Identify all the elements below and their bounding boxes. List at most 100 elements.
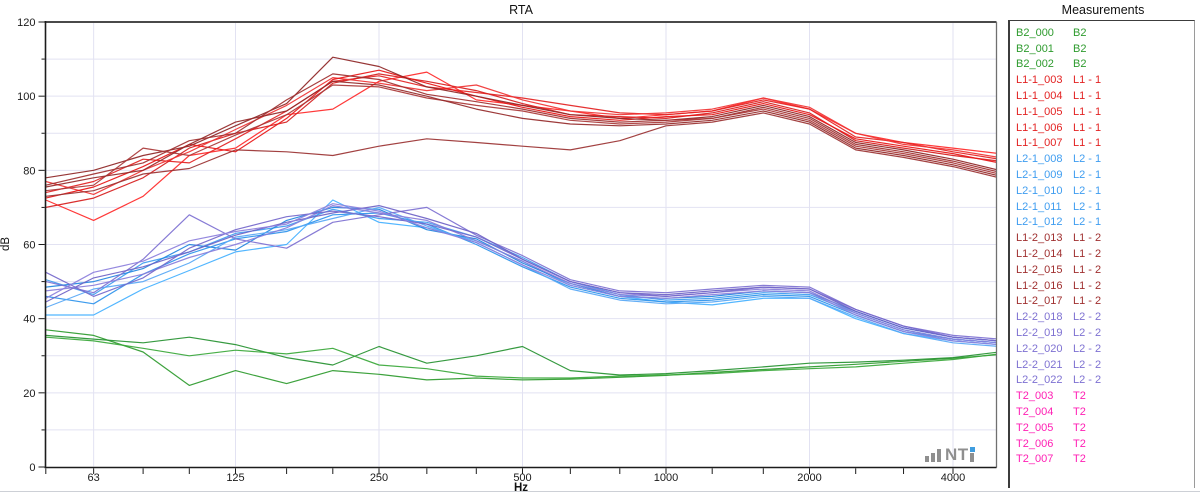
legend-item-group: L1 - 2	[1073, 248, 1102, 261]
x-tick-label: 1000	[654, 472, 678, 484]
legend-item-name: L1-2_013	[1016, 232, 1063, 245]
legend-item-group: B2	[1073, 42, 1087, 55]
legend-item-L1-1_004[interactable]: L1-1_004 L1 - 1	[1010, 88, 1194, 104]
y-tick-label: 0	[29, 462, 35, 474]
legend-item-name: L2-2_022	[1016, 374, 1063, 387]
legend-item-name: L2-1_009	[1016, 169, 1063, 182]
legend-item-name: L1-2_017	[1016, 295, 1063, 308]
legend-item-name: T2_007	[1016, 453, 1054, 466]
legend-item-group: L2 - 1	[1073, 184, 1102, 197]
legend-item-group: L1 - 2	[1073, 232, 1102, 245]
legend-item-B2_001[interactable]: B2_001 B2	[1010, 41, 1194, 57]
rta-plot: 0 20 40 60 80 100 120 63 125 250 500 1000 2000 4000	[17, 17, 998, 484]
legend-item-name: L1-1_005	[1016, 105, 1063, 118]
legend-item-T2_003[interactable]: T2_003 T2	[1010, 388, 1194, 404]
measurements-header: Measurements	[1061, 3, 1145, 17]
nti-logo: NT	[925, 442, 975, 464]
legend-item-group: L1 - 1	[1073, 105, 1102, 118]
x-tick-label: 2000	[797, 472, 821, 484]
legend-item-L1-1_007[interactable]: L1-1_007 L1 - 1	[1010, 136, 1194, 152]
curve-L1-2_014	[45, 73, 997, 186]
y-tick-label: 100	[17, 91, 35, 103]
legend-item-name: L1-2_014	[1016, 248, 1063, 261]
logo-bar-icon	[937, 449, 941, 462]
legend-item-L2-1_008[interactable]: L2-1_008 L2 - 1	[1010, 151, 1194, 167]
legend-item-L1-1_006[interactable]: L1-1_006 L1 - 1	[1010, 120, 1194, 136]
legend-item-L1-2_017[interactable]: L1-2_017 L1 - 2	[1010, 294, 1194, 310]
y-tick-label: 60	[23, 240, 35, 252]
legend-item-group: T2	[1073, 390, 1086, 403]
legend-item-group: L2 - 1	[1073, 216, 1102, 229]
legend-item-group: L2 - 1	[1073, 153, 1102, 166]
legend-item-group: B2	[1073, 58, 1087, 71]
legend-item-name: L1-2_016	[1016, 279, 1063, 292]
legend-item-L2-1_010[interactable]: L2-1_010 L2 - 1	[1010, 183, 1194, 199]
logo-i-stem	[970, 453, 975, 462]
curve-L2-2_022	[45, 203, 997, 345]
legend-item-name: L1-1_004	[1016, 90, 1063, 103]
legend-item-L2-2_019[interactable]: L2-2_019 L2 - 2	[1010, 325, 1194, 341]
legend-item-L1-2_015[interactable]: L1-2_015 L1 - 2	[1010, 262, 1194, 278]
legend-item-group: L2 - 1	[1073, 169, 1102, 182]
y-tick-label: 20	[23, 388, 35, 400]
legend-item-group: L1 - 1	[1073, 74, 1102, 87]
legend-item-group: L1 - 1	[1073, 137, 1102, 150]
legend-item-L1-2_014[interactable]: L1-2_014 L1 - 2	[1010, 246, 1194, 262]
legend-item-name: L2-2_020	[1016, 342, 1063, 355]
x-tick-label: 125	[226, 472, 244, 484]
curve-B2_000	[45, 329, 997, 386]
legend-item-L2-1_009[interactable]: L2-1_009 L2 - 1	[1010, 167, 1194, 183]
legend-item-group: L2 - 2	[1073, 374, 1102, 387]
legend-item-group: T2	[1073, 421, 1086, 434]
legend-item-group: L2 - 2	[1073, 311, 1102, 324]
legend-item-L2-1_012[interactable]: L2-1_012 L2 - 1	[1010, 215, 1194, 231]
legend-item-name: L2-1_010	[1016, 184, 1063, 197]
curve-L2-1_009	[45, 212, 997, 344]
legend-item-T2_006[interactable]: T2_006 T2	[1010, 436, 1194, 452]
legend-item-L2-2_021[interactable]: L2-2_021 L2 - 2	[1010, 357, 1194, 373]
legend-item-L2-2_018[interactable]: L2-2_018 L2 - 2	[1010, 309, 1194, 325]
legend-item-name: L2-2_021	[1016, 358, 1063, 371]
curve-L2-2_021	[45, 210, 997, 342]
legend-item-T2_005[interactable]: T2_005 T2	[1010, 420, 1194, 436]
legend-item-name: L2-2_019	[1016, 327, 1063, 340]
legend-item-L2-2_022[interactable]: L2-2_022 L2 - 2	[1010, 373, 1194, 389]
legend-item-T2_004[interactable]: T2_004 T2	[1010, 404, 1194, 420]
x-tick-label: 4000	[941, 472, 965, 484]
curve-L1-2_017	[45, 112, 997, 197]
curve-L1-1_006	[45, 76, 997, 195]
curve-L1-2_016	[45, 80, 997, 188]
legend-item-name: L2-1_012	[1016, 216, 1063, 229]
legend-item-L1-2_016[interactable]: L1-2_016 L1 - 2	[1010, 278, 1194, 294]
curve-B2_001	[45, 334, 997, 376]
legend-item-name: L2-1_011	[1016, 200, 1062, 213]
legend-item-name: B2_001	[1016, 42, 1054, 55]
legend-item-name: L2-2_018	[1016, 311, 1063, 324]
legend-item-group: B2	[1073, 26, 1087, 39]
chart-title: RTA	[509, 3, 533, 17]
legend-item-name: L1-2_015	[1016, 263, 1063, 276]
legend-item-L1-1_003[interactable]: L1-1_003 L1 - 1	[1010, 72, 1194, 88]
legend-item-L1-2_013[interactable]: L1-2_013 L1 - 2	[1010, 230, 1194, 246]
legend-item-B2_002[interactable]: B2_002 B2	[1010, 57, 1194, 73]
logo-text: NT	[945, 445, 969, 464]
legend-item-name: T2_005	[1016, 421, 1054, 434]
legend-item-name: B2_002	[1016, 58, 1054, 71]
curve-B2_002	[45, 336, 997, 379]
legend-item-L2-1_011[interactable]: L2-1_011 L2 - 1	[1010, 199, 1194, 215]
legend-item-L2-2_020[interactable]: L2-2_020 L2 - 2	[1010, 341, 1194, 357]
legend-item-B2_000[interactable]: B2_000 B2	[1010, 25, 1194, 41]
legend-item-group: L1 - 2	[1073, 263, 1102, 276]
legend-item-group: L2 - 2	[1073, 342, 1102, 355]
logo-bar-icon	[931, 453, 935, 462]
x-tick-label: 500	[513, 472, 531, 484]
legend-item-T2_007[interactable]: T2_007 T2	[1010, 452, 1194, 468]
legend-item-name: T2_004	[1016, 406, 1054, 419]
curve-L1-2_013	[45, 56, 997, 179]
legend-item-L1-1_005[interactable]: L1-1_005 L1 - 1	[1010, 104, 1194, 120]
legend-item-group: L2 - 2	[1073, 327, 1102, 340]
legend-item-name: B2_000	[1016, 26, 1054, 39]
legend-item-group: L1 - 1	[1073, 90, 1102, 103]
curve-L1-1_004	[45, 75, 997, 194]
